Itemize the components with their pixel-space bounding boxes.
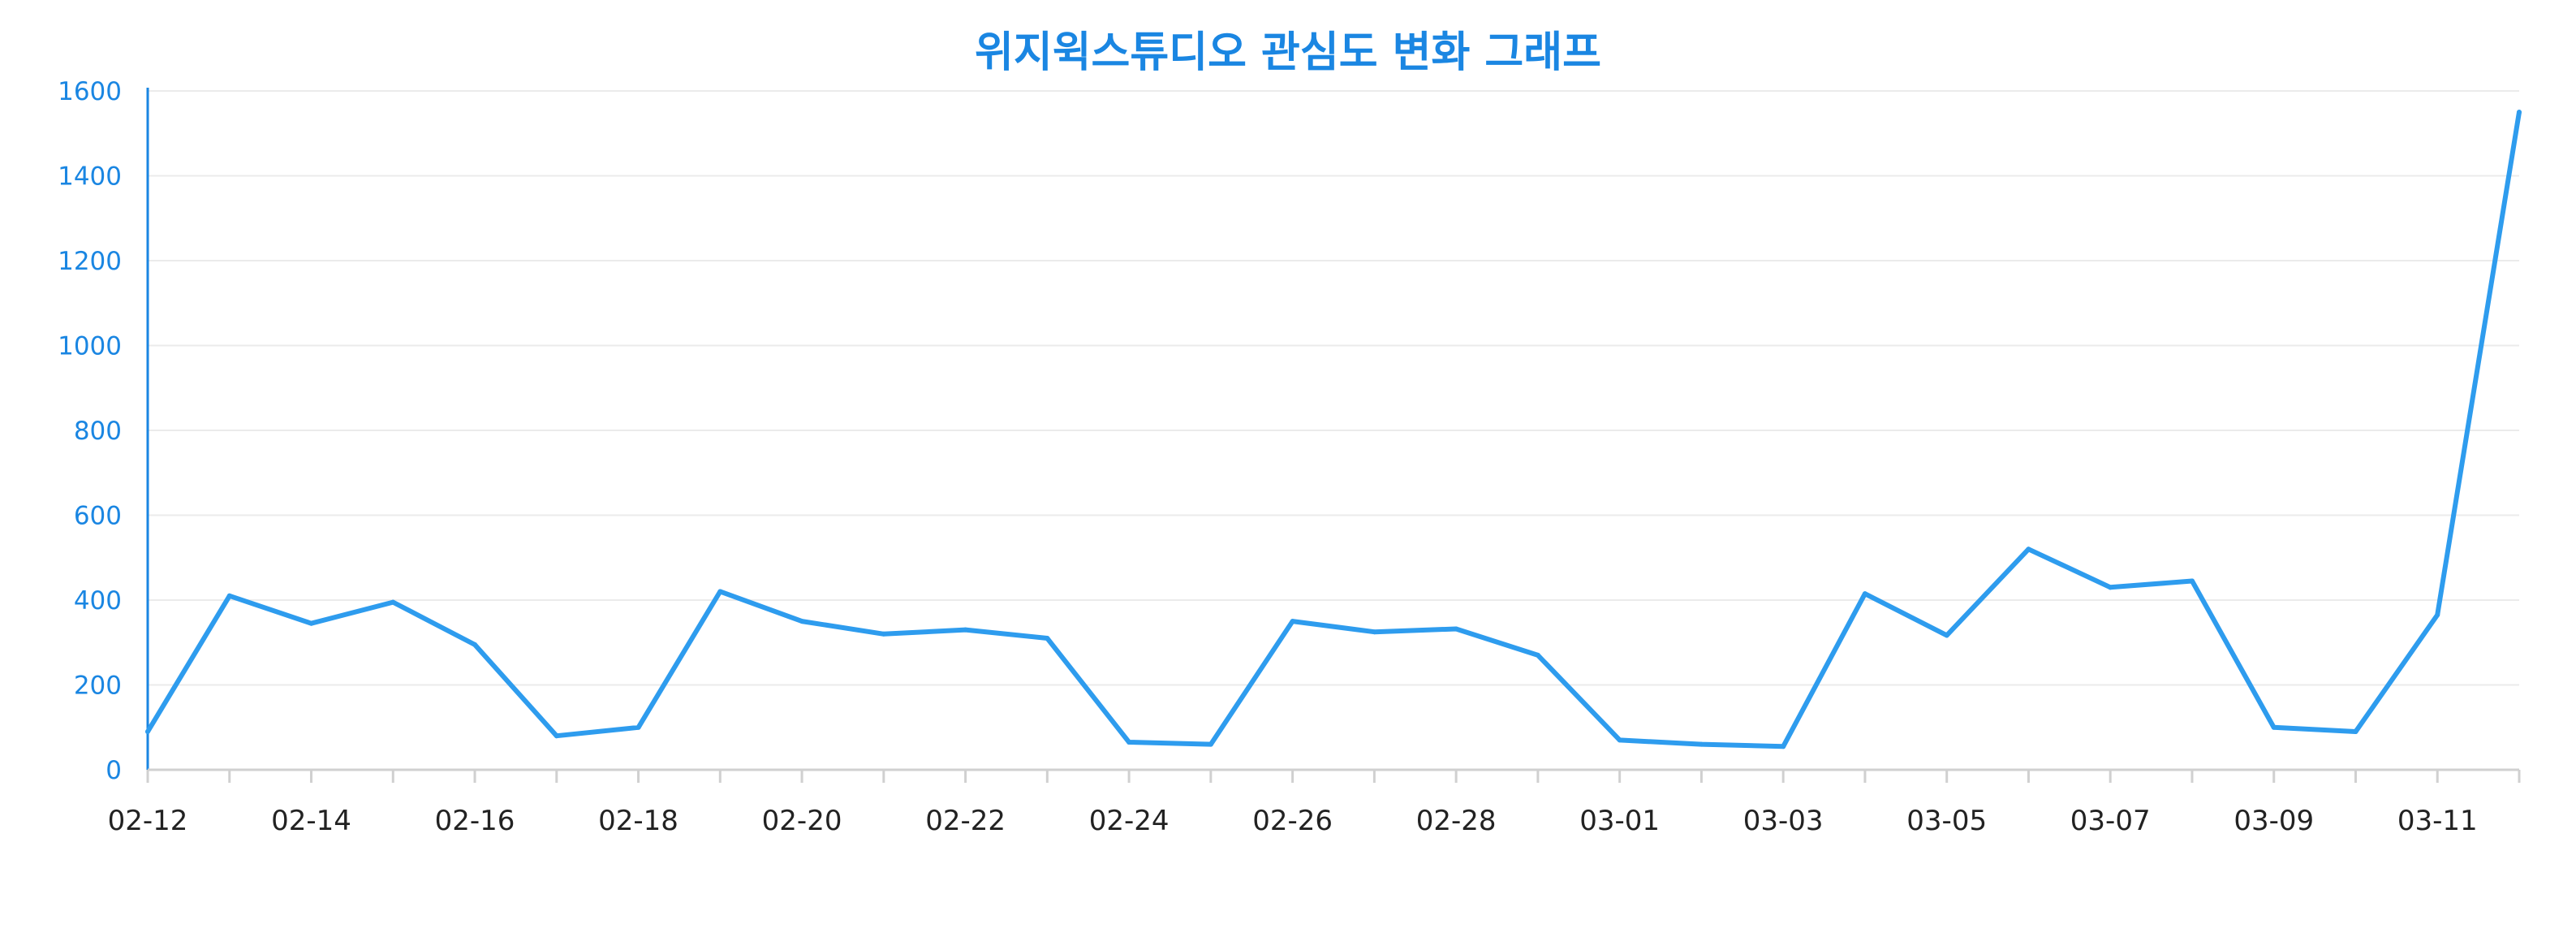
data-point xyxy=(1699,741,1704,747)
data-point xyxy=(1944,633,1949,638)
x-tick-label: 03-11 xyxy=(2397,805,2478,837)
y-tick-label: 1000 xyxy=(58,332,122,361)
y-axis: 0 200 400 600 800 1000 1200 1400 1600 xyxy=(58,77,149,785)
data-point xyxy=(1045,636,1050,641)
data-point xyxy=(390,599,396,605)
data-point xyxy=(2353,728,2358,734)
x-tick-label: 02-22 xyxy=(925,805,1006,837)
data-point xyxy=(1781,744,1786,749)
data-point xyxy=(2271,724,2277,730)
x-tick-label: 03-07 xyxy=(2070,805,2151,837)
data-point xyxy=(1290,619,1295,624)
y-tick-label: 600 xyxy=(74,502,122,531)
y-tick-label: 800 xyxy=(74,417,122,446)
data-point xyxy=(881,631,886,637)
data-point xyxy=(2026,546,2031,552)
data-point xyxy=(1126,740,1132,745)
data-point xyxy=(963,627,968,633)
data-point xyxy=(2435,612,2440,618)
y-tick-label: 0 xyxy=(106,756,122,785)
data-point xyxy=(1208,741,1213,747)
data-point xyxy=(717,589,723,594)
data-point xyxy=(2189,578,2195,584)
x-tick-label: 02-20 xyxy=(762,805,842,837)
data-point xyxy=(2108,585,2113,590)
x-tick-label: 02-16 xyxy=(435,805,515,837)
data-point xyxy=(308,620,314,626)
x-tick-label: 02-28 xyxy=(1416,805,1497,837)
x-tick-label: 03-01 xyxy=(1579,805,1660,837)
data-point xyxy=(226,593,232,598)
y-tick-label: 1400 xyxy=(58,162,122,192)
y-tick-label: 1600 xyxy=(58,77,122,106)
data-point xyxy=(1372,629,1377,635)
data-point xyxy=(1535,652,1540,658)
data-point xyxy=(799,619,805,624)
x-tick-label: 02-14 xyxy=(271,805,351,837)
x-tick-label: 03-05 xyxy=(1906,805,1987,837)
x-tick-label: 02-26 xyxy=(1252,805,1333,837)
data-point xyxy=(2517,110,2522,115)
x-tick-label: 02-12 xyxy=(108,805,188,837)
chart-title: 위지윅스튜디오 관심도 변화 그래프 xyxy=(975,28,1601,77)
y-tick-label: 400 xyxy=(74,586,122,616)
data-point xyxy=(635,724,641,730)
data-point xyxy=(1617,737,1622,743)
grid-lines xyxy=(148,90,2519,686)
series-polyline xyxy=(145,110,2522,749)
data-point xyxy=(472,641,478,647)
x-axis: 02-12 02-14 02-16 02-18 02-20 02-22 02-24 02-26… xyxy=(108,768,2521,837)
data-point xyxy=(145,728,150,734)
x-tick-label: 03-09 xyxy=(2234,805,2314,837)
data-point xyxy=(554,733,559,739)
x-tick-label: 03-03 xyxy=(1743,805,1824,837)
y-tick-label: 1200 xyxy=(58,247,122,276)
y-tick-label: 200 xyxy=(74,672,122,701)
data-point xyxy=(1862,591,1867,597)
x-tick-label: 02-24 xyxy=(1089,805,1170,837)
x-tick-label: 02-18 xyxy=(598,805,678,837)
data-point xyxy=(1454,626,1459,632)
series-line xyxy=(145,110,2522,749)
